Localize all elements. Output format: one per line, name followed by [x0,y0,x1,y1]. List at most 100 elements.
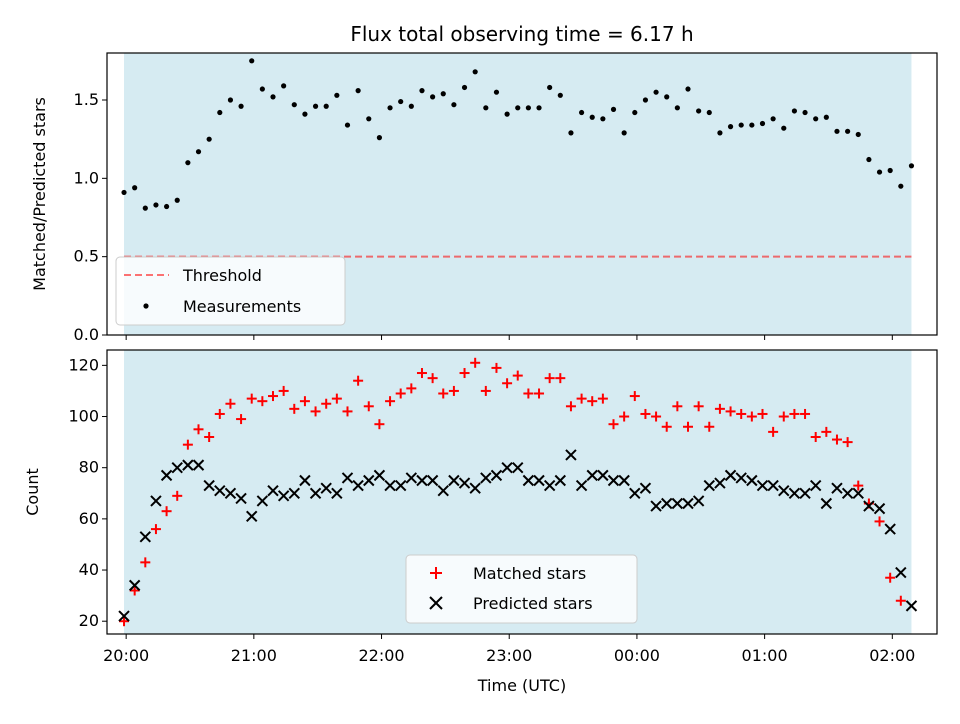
y-tick-label: 1.0 [74,168,99,187]
measurement-point [781,125,787,131]
predicted-point [671,497,684,510]
predicted-point [756,479,769,492]
predicted-point [831,482,843,494]
matched-point [544,373,555,384]
predicted-point [778,485,790,497]
predicted-point [597,469,609,482]
predicted-point [277,490,290,502]
predicted-point [448,474,460,487]
predicted-point [256,495,269,507]
matched-point [214,408,225,419]
matched-point [140,557,151,568]
predicted-point [224,487,237,499]
measurement-point [302,111,308,117]
x-tick-label: 01:00 [742,646,788,665]
matched-point [555,373,566,384]
measurement-point [632,109,638,116]
matched-point [512,370,523,381]
predicted-point [746,474,758,487]
measurement-point [578,109,585,116]
matched-point [895,595,906,606]
matched-point [587,396,598,407]
predicted-point [767,479,779,492]
measurement-point [376,135,383,141]
legend-measurements-swatch [143,303,149,309]
measurement-point [366,116,372,122]
measurement-point [674,105,680,111]
measurement-point [132,185,138,191]
top-legend-box [115,256,346,326]
predicted-point [480,472,492,484]
x-tick-label: 21:00 [231,646,277,665]
measurement-point [653,89,659,95]
measurement-point [440,91,446,97]
matched-point [395,388,406,399]
matched-point [853,480,864,491]
matched-point [704,421,715,432]
matched-point [565,401,576,412]
predicted-points [118,449,918,622]
measurement-point [866,156,872,163]
predicted-point [490,469,503,482]
matched-point [757,408,768,419]
measurement-point [706,109,712,116]
measurement-point [855,131,861,138]
predicted-point [150,495,162,507]
x-tick-label: 00:00 [614,646,660,665]
predicted-point [299,474,311,487]
measurement-point [430,94,436,100]
legend-matched-swatch [430,567,442,579]
bottom-legend: Matched stars Predicted stars [405,554,638,624]
predicted-point [341,472,354,484]
matched-point [342,406,353,417]
matched-point [406,383,417,394]
legend-threshold-label: Threshold [182,266,262,285]
matched-point [204,431,215,442]
measurement-point [908,163,915,169]
measurement-point [206,136,212,142]
predicted-point [203,479,215,492]
y-tick-label: 120 [68,355,99,374]
matched-point [416,368,427,379]
x-axis-label: Time (UTC) [477,676,566,695]
bottom-x-ticks: 20:00 21:00 22:00 23:00 00:00 01:00 02:00 [103,634,915,665]
measurement-point [770,116,776,122]
predicted-point [288,487,300,499]
y-tick-label: 0.0 [74,325,99,344]
measurement-point [727,124,734,130]
matched-point [172,490,183,501]
predicted-point [703,479,715,492]
predicted-point [565,449,577,461]
predicted-point [384,479,396,492]
predicted-point [501,461,513,474]
measurement-point [791,108,798,114]
predicted-point [363,474,375,487]
measurement-point [685,86,691,92]
predicted-point [661,497,673,510]
matched-point [246,393,257,404]
measurement-point [525,105,531,111]
measurement-point [887,167,893,174]
matched-point [331,393,342,404]
measurement-point [291,102,297,108]
predicted-point [522,474,535,487]
measurement-point [195,149,202,155]
x-tick-label: 20:00 [103,646,149,665]
measurement-point [451,102,457,108]
measurement-point [536,105,542,111]
predicted-point [469,482,481,494]
matched-point [576,393,587,404]
predicted-point [182,459,194,471]
measurement-point [153,202,159,208]
predicted-point [852,487,864,499]
measurement-point [472,69,478,75]
measurement-point [387,105,393,111]
predicted-point [639,482,652,494]
x-tick-label: 23:00 [486,646,532,665]
matched-point [821,426,832,437]
measurement-point [610,106,617,112]
measurement-point [696,108,702,114]
matched-point [523,388,534,399]
predicted-point [884,523,896,535]
matched-point [225,398,236,409]
